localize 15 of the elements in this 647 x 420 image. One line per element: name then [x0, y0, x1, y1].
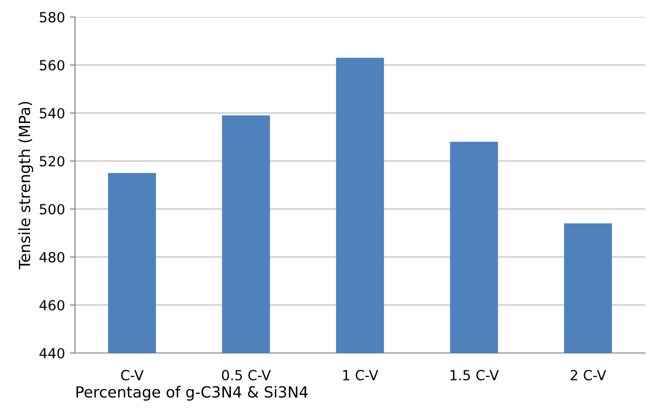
x-axis-title: Percentage of g-C3N4 & Si3N4: [76, 386, 308, 401]
x-tick-label: 1 C-V: [343, 370, 378, 380]
y-tick-label: 460: [39, 300, 64, 310]
y-tick-label: 480: [39, 252, 64, 262]
y-tick-label: 440: [39, 348, 64, 358]
y-tick-label: 540: [40, 108, 64, 118]
y-tick-label: 500: [40, 204, 64, 214]
x-tick-label: C-V: [121, 370, 144, 380]
x-tick-label: 0.5 C-V: [222, 370, 271, 380]
y-tick-label: 560: [40, 60, 64, 70]
y-tick-label: 580: [40, 12, 64, 22]
y-tick-label: 520: [40, 156, 64, 166]
y-axis-title: Tensile strength (MPa): [18, 102, 34, 270]
x-tick-label: 2 C-V: [570, 370, 606, 380]
x-tick-label: 1.5 C-V: [450, 370, 499, 380]
